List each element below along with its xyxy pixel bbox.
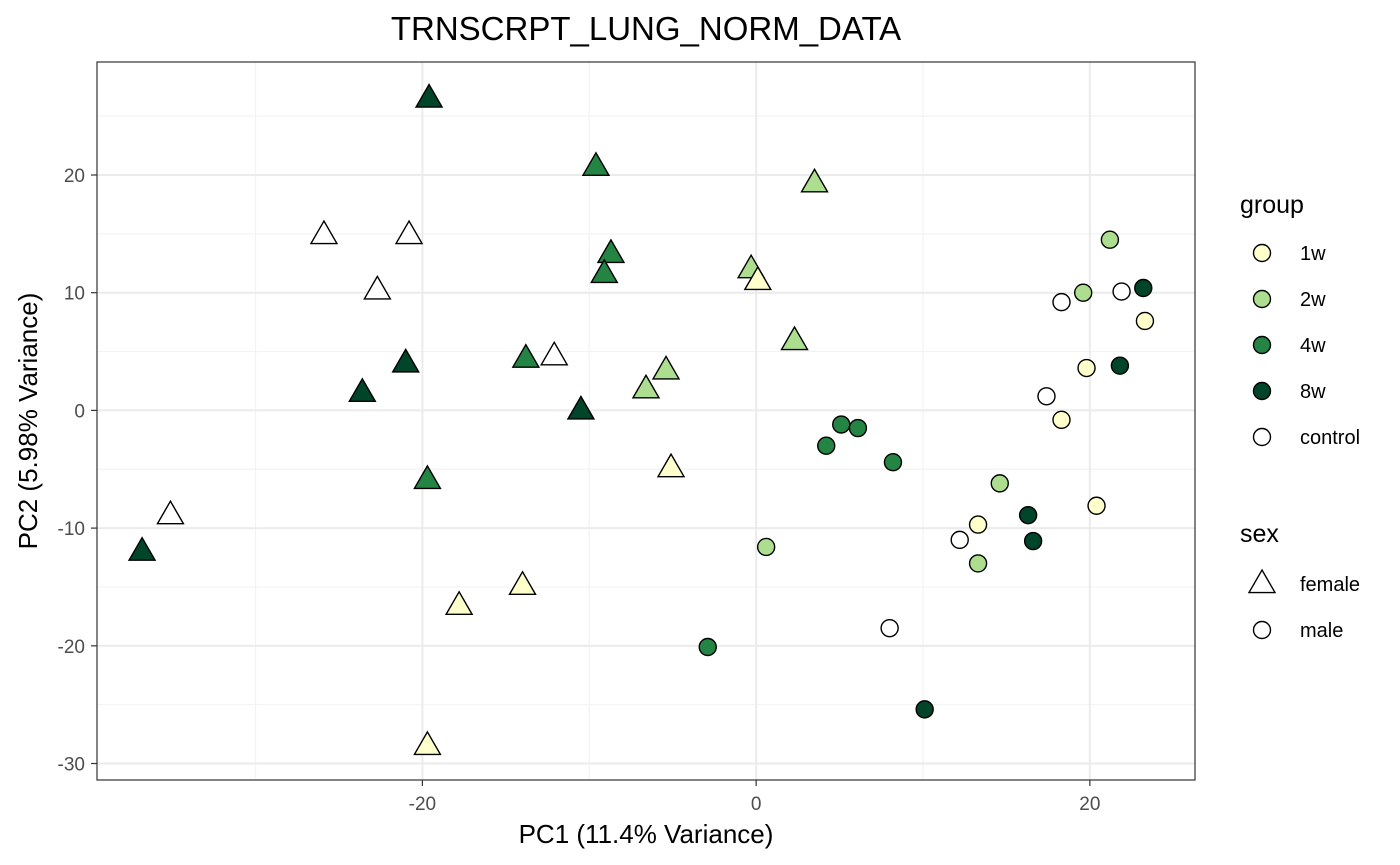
legend-group: group 1w 2w 4w 8w control xyxy=(1240,191,1360,449)
point-8w-female xyxy=(127,536,157,561)
legend-key-1w xyxy=(1252,243,1272,263)
legend-label-4w: 4w xyxy=(1300,335,1326,357)
point-control-male xyxy=(1112,282,1131,301)
point-4w-female xyxy=(596,238,626,264)
y-tick-label: 10 xyxy=(64,284,85,305)
point-4w-female xyxy=(581,151,611,177)
legend-label-1w: 1w xyxy=(1300,243,1326,265)
point-8w-male xyxy=(1023,531,1043,551)
legend-key-male xyxy=(1252,620,1272,640)
point-4w-female xyxy=(413,464,442,490)
y-tick-label: -20 xyxy=(58,637,85,658)
major-gridlines xyxy=(97,62,1195,780)
legend-key-4w xyxy=(1252,335,1272,355)
x-tick-label: -20 xyxy=(409,794,436,815)
point-4w-male xyxy=(883,452,903,472)
point-control-male xyxy=(1052,292,1071,312)
point-control-male xyxy=(1037,387,1056,406)
point-8w-female xyxy=(348,377,377,403)
legend-label-male: male xyxy=(1300,620,1343,642)
plot-panel-border xyxy=(96,61,1196,781)
point-1w-female xyxy=(656,452,686,478)
point-1w-male xyxy=(1052,410,1071,430)
point-control-male xyxy=(950,530,969,550)
point-control-male xyxy=(880,618,899,638)
plot-panel-background xyxy=(97,62,1195,780)
point-8w-female xyxy=(566,395,596,420)
point-2w-male xyxy=(1073,283,1093,302)
x-axis-title: PC1 (11.4% Variance) xyxy=(519,819,774,849)
point-1w-female xyxy=(508,570,537,596)
legend-key-female xyxy=(1247,568,1277,594)
minor-gridlines xyxy=(97,62,1195,780)
chart-title: TRNSCRPT_LUNG_NORM_DATA xyxy=(391,10,901,47)
x-axis-ticks: -20 0 20 xyxy=(409,780,1100,815)
point-8w-female xyxy=(414,83,444,108)
point-8w-male xyxy=(915,700,934,719)
point-2w-male xyxy=(968,554,988,573)
legend-key-control xyxy=(1252,427,1272,447)
point-4w-female xyxy=(590,258,619,284)
point-2w-male xyxy=(756,537,776,557)
point-2w-male xyxy=(1100,230,1120,249)
point-1w-female xyxy=(413,730,442,756)
y-axis-title: PC2 (5.98% Variance) xyxy=(13,293,43,550)
point-control-female xyxy=(156,499,185,525)
legend-label-2w: 2w xyxy=(1300,289,1326,311)
legend-group-title: group xyxy=(1240,191,1304,219)
point-4w-female xyxy=(511,343,541,368)
legend-label-8w: 8w xyxy=(1300,381,1326,403)
point-control-female xyxy=(540,340,569,366)
point-8w-male xyxy=(1018,505,1038,525)
y-tick-label: 20 xyxy=(64,166,85,187)
data-points xyxy=(127,83,1155,756)
y-axis-ticks: -30 -20 -10 0 10 20 xyxy=(58,166,97,776)
point-8w-female xyxy=(391,347,420,373)
point-1w-male xyxy=(1077,358,1096,378)
point-4w-male xyxy=(817,436,836,455)
legend-label-female: female xyxy=(1300,574,1360,596)
point-4w-male xyxy=(698,637,717,657)
point-1w-male xyxy=(1087,496,1106,515)
point-control-female xyxy=(363,274,392,300)
point-4w-male xyxy=(848,418,868,438)
x-tick-label: 20 xyxy=(1079,794,1100,815)
legend-key-8w xyxy=(1252,381,1272,401)
legend-sex-title: sex xyxy=(1240,520,1279,548)
legend-label-control: control xyxy=(1300,427,1360,449)
point-2w-female xyxy=(780,325,809,351)
point-2w-female xyxy=(800,167,829,193)
point-1w-male xyxy=(968,515,988,534)
y-tick-label: -10 xyxy=(58,519,85,540)
point-8w-male xyxy=(1110,356,1130,375)
point-2w-male xyxy=(990,474,1009,493)
point-control-female xyxy=(394,219,424,245)
point-4w-male xyxy=(832,415,851,434)
point-1w-female xyxy=(743,265,773,291)
y-tick-label: -30 xyxy=(58,755,85,776)
point-2w-female xyxy=(651,355,681,380)
point-1w-female xyxy=(444,590,474,616)
y-tick-label: 0 xyxy=(74,401,85,422)
point-control-female xyxy=(309,219,339,245)
point-1w-male xyxy=(1135,311,1155,331)
point-8w-male xyxy=(1134,278,1153,298)
x-tick-label: 0 xyxy=(751,794,762,815)
legend-key-2w xyxy=(1252,289,1272,309)
point-2w-female xyxy=(631,373,661,399)
legend-sex: sex female male xyxy=(1240,520,1360,642)
